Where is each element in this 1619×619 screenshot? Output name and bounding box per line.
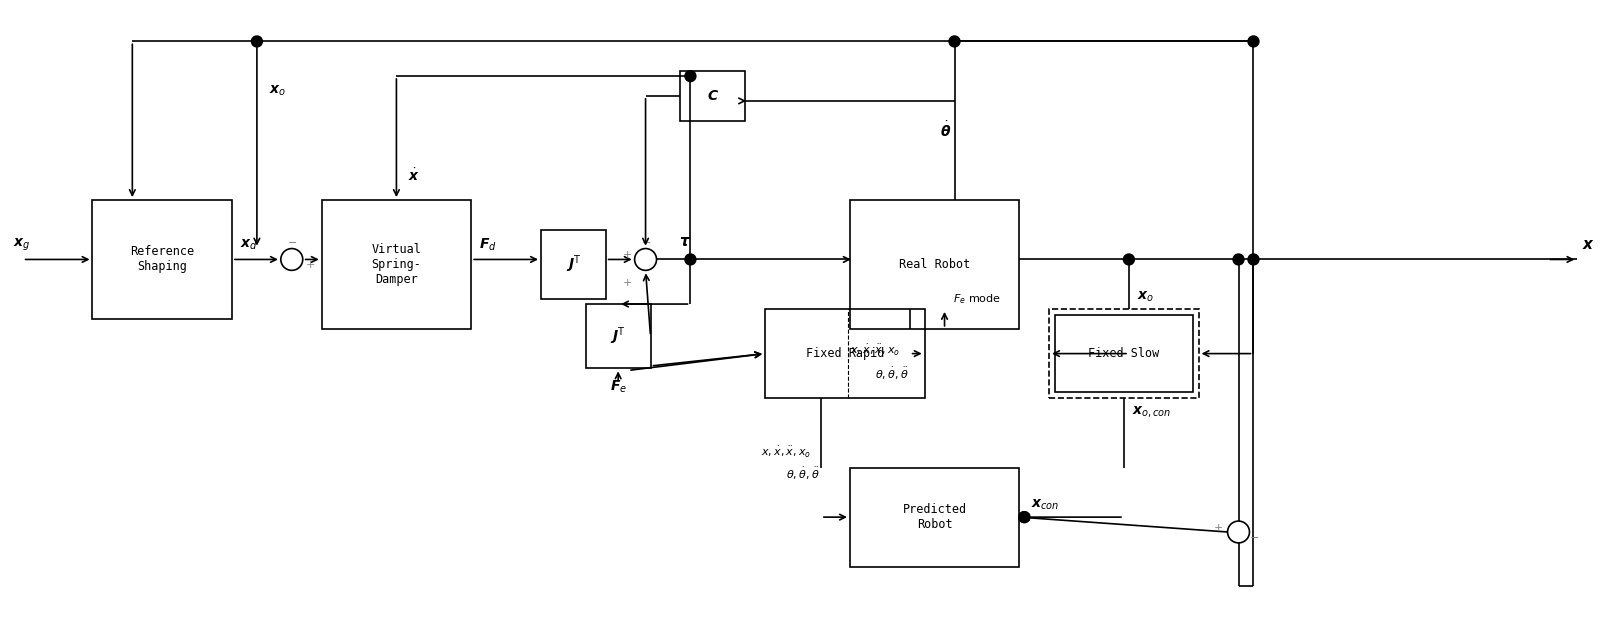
Circle shape: [1124, 254, 1135, 265]
Text: Fixed Slow: Fixed Slow: [1088, 347, 1159, 360]
Bar: [92, 200, 232, 319]
Text: $\boldsymbol{x}_d$: $\boldsymbol{x}_d$: [240, 238, 257, 252]
Text: $\boldsymbol{F}_e$: $\boldsymbol{F}_e$: [610, 378, 627, 394]
Circle shape: [949, 36, 960, 47]
Text: $\theta, \dot{\theta}, \ddot{\theta}$: $\theta, \dot{\theta}, \ddot{\theta}$: [787, 465, 819, 482]
Text: $\boldsymbol{x}$: $\boldsymbol{x}$: [1582, 237, 1595, 252]
Bar: [541, 230, 606, 299]
Circle shape: [1018, 512, 1030, 522]
Circle shape: [251, 36, 262, 47]
Text: $x, \dot{x}, \ddot{x}, x_o$: $x, \dot{x}, \ddot{x}, x_o$: [850, 343, 900, 358]
Text: $\dot{\boldsymbol{\theta}}$: $\dot{\boldsymbol{\theta}}$: [939, 121, 950, 141]
Bar: [586, 304, 651, 368]
Text: Virtual
Spring-
Damper: Virtual Spring- Damper: [371, 243, 421, 286]
Circle shape: [1248, 36, 1260, 47]
Text: $-$: $-$: [641, 236, 651, 246]
Bar: [850, 467, 1020, 566]
Bar: [322, 200, 471, 329]
Bar: [680, 71, 745, 121]
Text: $+$: $+$: [1213, 522, 1222, 532]
Text: $\boldsymbol{\tau}$: $\boldsymbol{\tau}$: [680, 234, 691, 249]
Circle shape: [1248, 254, 1260, 265]
Circle shape: [1018, 512, 1030, 522]
Bar: [1049, 309, 1198, 398]
Text: $-$: $-$: [1250, 531, 1260, 541]
Circle shape: [1234, 254, 1243, 265]
Text: $x, \dot{x}, \ddot{x}, x_o$: $x, \dot{x}, \ddot{x}, x_o$: [761, 445, 811, 461]
Text: Predicted
Robot: Predicted Robot: [902, 503, 967, 531]
Text: $\boldsymbol{J}^\mathrm{T}$: $\boldsymbol{J}^\mathrm{T}$: [565, 254, 581, 275]
Text: $\boldsymbol{F}_d$: $\boldsymbol{F}_d$: [479, 236, 497, 253]
Text: $\boldsymbol{x}_{o,con}$: $\boldsymbol{x}_{o,con}$: [1132, 405, 1171, 420]
Text: $\boldsymbol{x}_g$: $\boldsymbol{x}_g$: [13, 236, 31, 253]
Circle shape: [685, 254, 696, 265]
Text: $+$: $+$: [304, 259, 314, 270]
Text: $+$: $+$: [622, 249, 631, 260]
Text: Real Robot: Real Robot: [899, 258, 970, 271]
Text: Fixed Rapid: Fixed Rapid: [806, 347, 884, 360]
Text: $+$: $+$: [622, 277, 631, 288]
Bar: [1056, 315, 1193, 392]
Text: $\boldsymbol{x}_{con}$: $\boldsymbol{x}_{con}$: [1031, 498, 1060, 513]
Text: $\boldsymbol{C}$: $\boldsymbol{C}$: [708, 89, 719, 103]
Text: $\boldsymbol{x}_o$: $\boldsymbol{x}_o$: [269, 84, 287, 98]
Circle shape: [685, 71, 696, 82]
Text: $\boldsymbol{J}^\mathrm{T}$: $\boldsymbol{J}^\mathrm{T}$: [610, 326, 627, 347]
Text: $-$: $-$: [287, 236, 296, 246]
Text: $\dot{\boldsymbol{x}}$: $\dot{\boldsymbol{x}}$: [408, 167, 421, 184]
Text: $\boldsymbol{x}_o$: $\boldsymbol{x}_o$: [1137, 290, 1154, 305]
Bar: [850, 200, 1020, 329]
Text: $\theta, \dot{\theta}, \ddot{\theta}$: $\theta, \dot{\theta}, \ddot{\theta}$: [874, 365, 908, 381]
Text: $F_e$ mode: $F_e$ mode: [952, 292, 1001, 306]
Text: Reference
Shaping: Reference Shaping: [130, 246, 194, 274]
Bar: [766, 309, 924, 398]
